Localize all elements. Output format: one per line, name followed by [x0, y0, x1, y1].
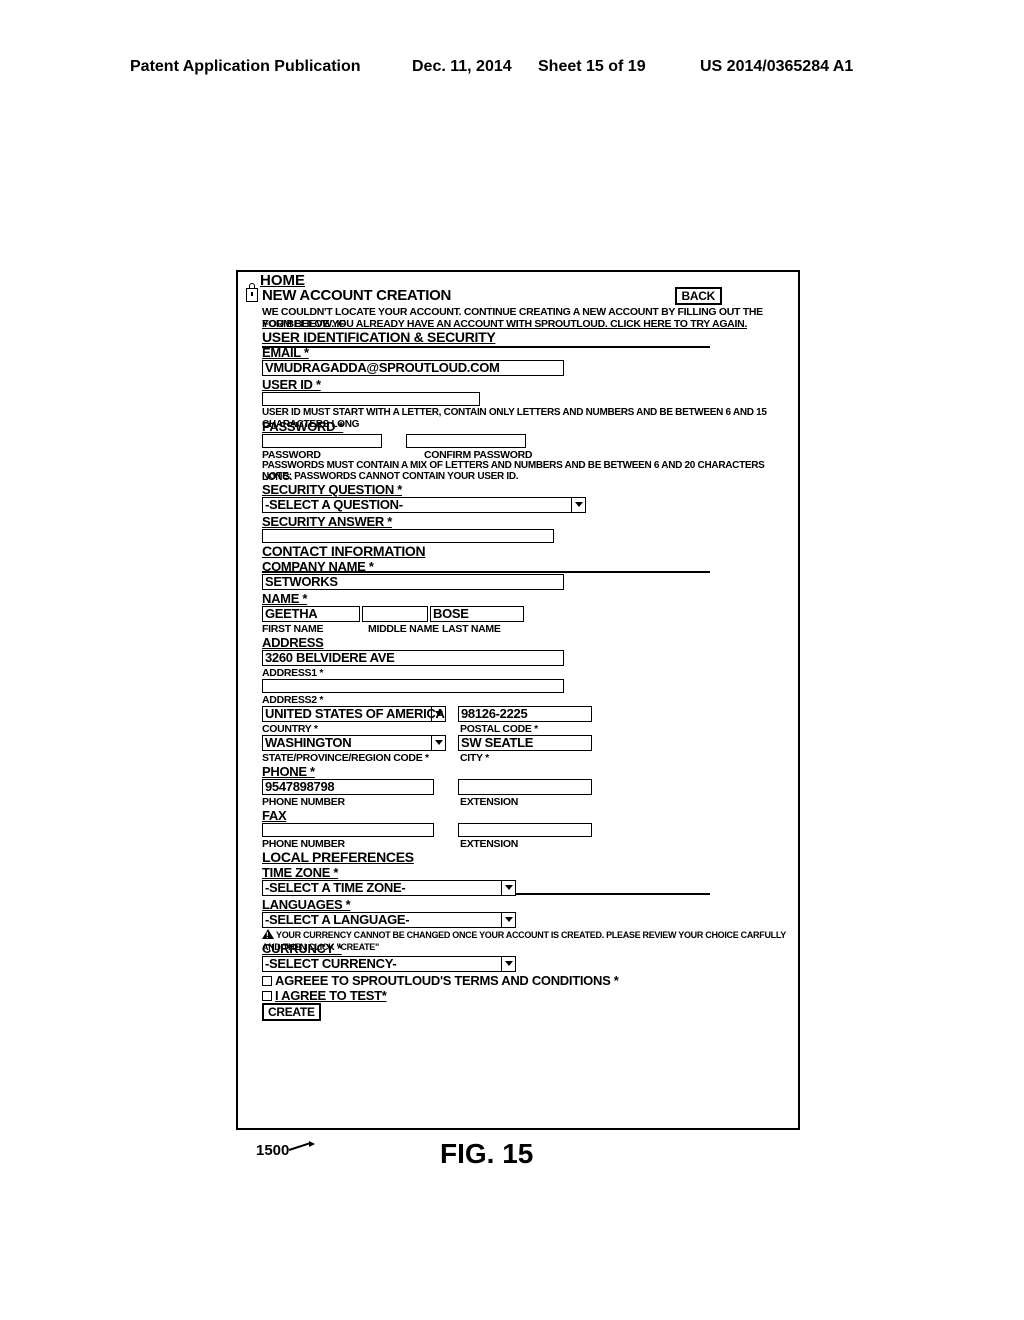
chevron-down-icon [431, 736, 445, 750]
email-input[interactable]: VMUDRAGADDA@SPROUTLOUD.COM [262, 360, 564, 376]
timezone-label: TIME ZONE * [262, 865, 790, 880]
lock-icon [246, 288, 258, 302]
page-title: NEW ACCOUNT CREATION [262, 287, 451, 304]
email-label: EMAIL * [262, 345, 790, 360]
chevron-down-icon [501, 913, 515, 927]
chevron-down-icon [431, 707, 445, 721]
security-question-label: SECURITY QUESTION * [262, 482, 790, 497]
warning-icon [262, 929, 274, 939]
userid-hint: USER ID MUST START WITH A LETTER, CONTAI… [262, 407, 790, 419]
agree-test-label: I AGREE TO TEST* [275, 988, 387, 1003]
city-input[interactable]: SW SEATLE [458, 735, 592, 751]
userid-input[interactable] [262, 392, 480, 406]
chevron-down-icon [501, 881, 515, 895]
section-contact: CONTACT INFORMATION [262, 544, 790, 559]
arrow-icon [289, 1143, 315, 1153]
back-button[interactable]: BACK [675, 287, 722, 305]
header-sheet: Sheet 15 of 19 [538, 58, 646, 76]
first-name-input[interactable]: GEETHA [262, 606, 360, 622]
fax-input[interactable] [262, 823, 434, 837]
security-question-value: -SELECT A QUESTION- [265, 497, 403, 512]
agree-test-checkbox[interactable] [262, 991, 272, 1001]
phone-input[interactable]: 9547898798 [262, 779, 434, 795]
country-sublabel: COUNTRY * [262, 723, 318, 735]
fax-ext-sublabel: EXTENSION [460, 838, 518, 850]
userid-label: USER ID * [262, 377, 790, 392]
last-name-sublabel: LAST NAME [442, 623, 501, 635]
postal-input[interactable]: 98126-2225 [458, 706, 592, 722]
ext-sublabel: EXTENSION [460, 796, 518, 808]
currency-select[interactable]: -SELECT CURRENCY- [262, 956, 516, 972]
company-label: COMPANY NAME * [262, 559, 790, 574]
section-user-id: USER IDENTIFICATION & SECURITY [262, 330, 790, 345]
fax-ext-input[interactable] [458, 823, 592, 837]
fax-label: FAX [262, 808, 790, 823]
country-select[interactable]: UNITED STATES OF AMERICA [262, 706, 446, 722]
middle-name-input[interactable] [362, 606, 428, 622]
timezone-select[interactable]: -SELECT A TIME ZONE- [262, 880, 516, 896]
phone-label: PHONE * [262, 764, 790, 779]
middle-name-sublabel: MIDDLE NAME [368, 623, 439, 635]
language-value: -SELECT A LANGUAGE- [265, 912, 409, 927]
company-input[interactable]: SETWORKS [262, 574, 564, 590]
password-hint-2: NOTE: PASSWORDS CANNOT CONTAIN YOUR USER… [262, 471, 790, 482]
last-name-input[interactable]: BOSE [430, 606, 524, 622]
first-name-sublabel: FIRST NAME [262, 623, 323, 635]
password-input[interactable] [262, 434, 382, 448]
chevron-down-icon [501, 957, 515, 971]
section-local-prefs: LOCAL PREFERENCES [262, 850, 790, 865]
postal-sublabel: POSTAL CODE * [460, 723, 538, 735]
intro-line-1: WE COULDN'T LOCATE YOUR ACCOUNT. CONTINU… [262, 306, 790, 318]
header-left: Patent Application Publication [130, 58, 361, 76]
state-sublabel: STATE/PROVINCE/REGION CODE * [262, 752, 429, 764]
header-us: US 2014/0365284 A1 [700, 58, 853, 76]
terms-checkbox[interactable] [262, 976, 272, 986]
currency-label: CURRUNCY * [262, 941, 790, 956]
create-button[interactable]: CREATE [262, 1003, 321, 1021]
figure-ref: 1500 [256, 1142, 315, 1159]
security-answer-input[interactable] [262, 529, 554, 543]
address-label: ADDRESS [262, 635, 790, 650]
password-hint-1: PASSWORDS MUST CONTAIN A MIX OF LETTERS … [262, 460, 790, 471]
timezone-value: -SELECT A TIME ZONE- [265, 880, 405, 895]
address1-input[interactable]: 3260 BELVIDERE AVE [262, 650, 564, 666]
city-sublabel: CITY * [460, 752, 489, 764]
header-date: Dec. 11, 2014 [412, 58, 512, 76]
terms-label: AGREEE TO SPROUTLOUD'S TERMS AND CONDITI… [275, 973, 619, 988]
state-select[interactable]: WASHINGTON [262, 735, 446, 751]
country-value: UNITED STATES OF AMERICA [265, 706, 445, 721]
confirm-password-input[interactable] [406, 434, 526, 448]
address2-sublabel: ADDRESS2 * [262, 694, 790, 706]
security-question-select[interactable]: -SELECT A QUESTION- [262, 497, 586, 513]
name-label: NAME * [262, 591, 790, 606]
phone-ext-input[interactable] [458, 779, 592, 795]
phone-sublabel: PHONE NUMBER [262, 796, 345, 808]
address1-sublabel: ADDRESS1 * [262, 667, 790, 679]
state-value: WASHINGTON [265, 735, 351, 750]
language-label: LANGUAGES * [262, 897, 790, 912]
form-frame: HOME NEW ACCOUNT CREATION BACK WE COULDN… [236, 270, 800, 1130]
chevron-down-icon [571, 498, 585, 512]
password-label: PASSWORD * [262, 419, 790, 434]
currency-value: -SELECT CURRENCY- [265, 956, 396, 971]
language-select[interactable]: -SELECT A LANGUAGE- [262, 912, 516, 928]
figure-label: FIG. 15 [440, 1138, 533, 1170]
address2-input[interactable] [262, 679, 564, 693]
security-answer-label: SECURITY ANSWER * [262, 514, 790, 529]
